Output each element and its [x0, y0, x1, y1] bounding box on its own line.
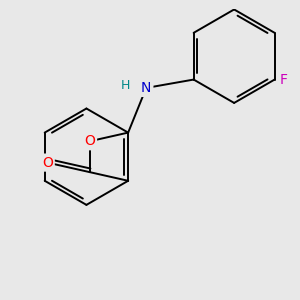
- Text: H: H: [120, 79, 130, 92]
- Text: N: N: [141, 81, 152, 95]
- Text: O: O: [84, 134, 95, 148]
- Text: O: O: [42, 156, 53, 170]
- Text: F: F: [280, 73, 288, 87]
